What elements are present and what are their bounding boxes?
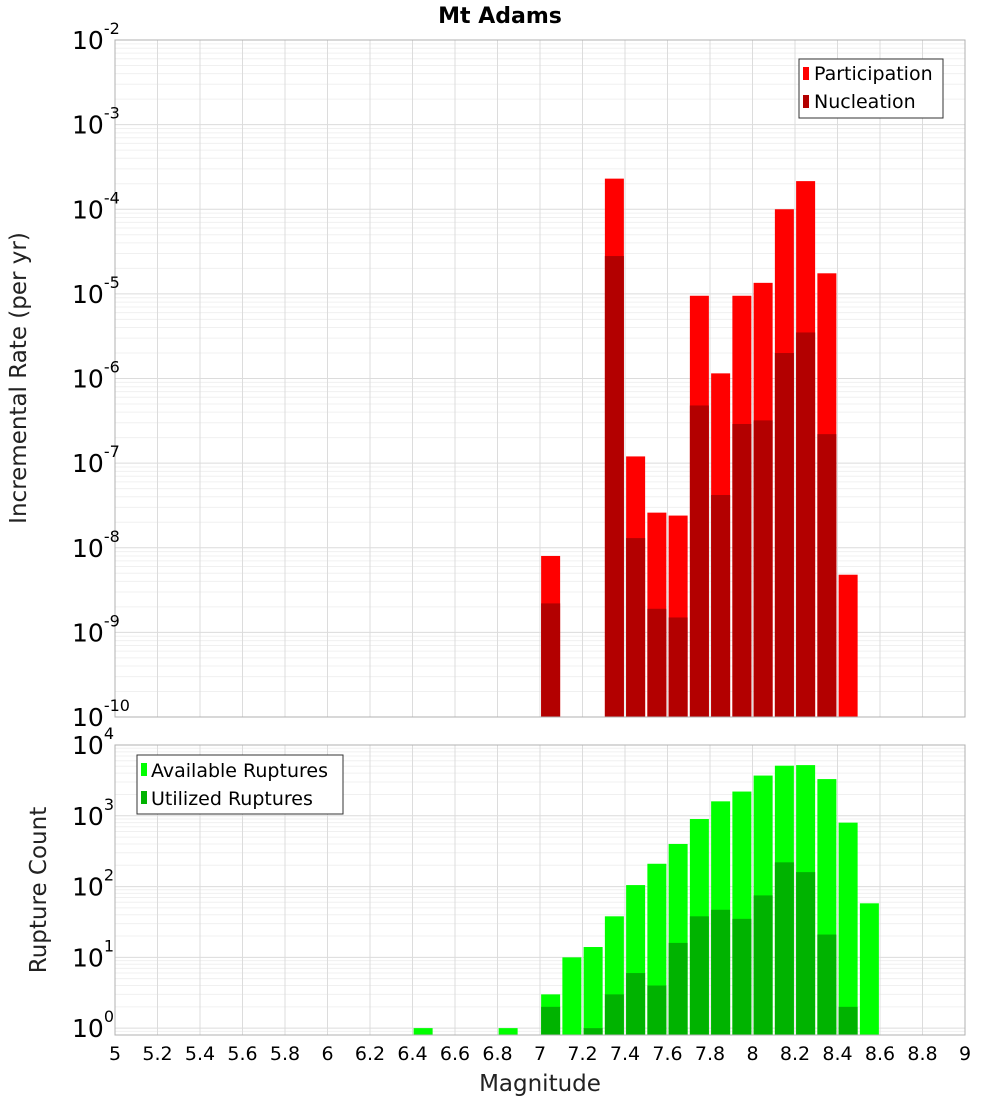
x-tick-label: 7 xyxy=(534,1043,546,1065)
utilized-ruptures-bar xyxy=(541,1006,561,1035)
available-ruptures-bar xyxy=(859,903,879,1035)
available-ruptures-bar xyxy=(838,822,858,1035)
chart-title: Mt Adams xyxy=(438,4,562,29)
available-ruptures-bar xyxy=(583,947,603,1035)
utilized-ruptures-bar xyxy=(711,909,731,1035)
nucleation-bar xyxy=(626,538,646,717)
nucleation-bar xyxy=(647,608,667,717)
y-tick-label: 101 xyxy=(72,936,114,972)
available-swatch xyxy=(141,763,147,776)
x-tick-label: 5.6 xyxy=(227,1043,257,1065)
x-tick-label: 5.4 xyxy=(185,1043,215,1065)
x-ticks: 5 5.2 5.4 5.6 5.8 6 6.2 6.4 6.6 6.8 7 7.2 7.4 7.6 7.8 8… xyxy=(109,1043,971,1065)
top-legend: Participation Nucleation xyxy=(798,58,944,119)
utilized-ruptures-bar xyxy=(668,942,688,1035)
x-tick-label: 5.8 xyxy=(270,1043,300,1065)
x-tick-label: 6.4 xyxy=(397,1043,427,1065)
x-tick-label: 6 xyxy=(321,1043,333,1065)
top-y-axis-label: Incremental Rate (per yr) xyxy=(6,232,32,524)
x-tick-label: 5.2 xyxy=(142,1043,172,1065)
nucleation-bar xyxy=(668,617,688,717)
nucleation-bar xyxy=(774,353,794,717)
utilized-ruptures-bar xyxy=(753,895,773,1035)
y-tick-label: 10-3 xyxy=(72,104,120,140)
x-tick-label: 8.4 xyxy=(822,1043,852,1065)
bottom-legend-box xyxy=(136,754,344,815)
top-plot-grid xyxy=(114,39,966,718)
y-tick-label: 102 xyxy=(72,866,114,902)
x-tick-label: 8.2 xyxy=(780,1043,810,1065)
nucleation-bar xyxy=(796,332,816,717)
y-tick-label: 10-6 xyxy=(72,358,120,394)
x-tick-label: 6.2 xyxy=(355,1043,385,1065)
y-tick-label: 10-4 xyxy=(72,188,120,224)
nucleation-bar xyxy=(817,434,837,717)
utilized-ruptures-bar xyxy=(626,973,646,1035)
x-tick-label: 9 xyxy=(959,1043,971,1065)
x-axis-label: Magnitude xyxy=(479,1071,601,1097)
top-plot-frame xyxy=(114,39,966,718)
x-tick-label: 6.6 xyxy=(440,1043,470,1065)
nucleation-swatch xyxy=(803,95,809,108)
y-tick-label: 10-2 xyxy=(72,19,120,55)
bottom-legend: Available Ruptures Utilized Ruptures xyxy=(136,754,344,815)
nucleation-bar xyxy=(753,420,773,717)
x-tick-label: 7.6 xyxy=(652,1043,682,1065)
nucleation-bar xyxy=(689,405,709,717)
utilized-swatch xyxy=(141,791,147,804)
legend-utilized: Utilized Ruptures xyxy=(151,788,313,810)
utilized-ruptures-bar xyxy=(689,916,709,1035)
bottom-y-axis-label: Rupture Count xyxy=(26,807,52,973)
y-tick-label: 10-9 xyxy=(72,611,120,647)
x-tick-label: 7.4 xyxy=(610,1043,640,1065)
utilized-ruptures-bar xyxy=(732,918,752,1035)
x-tick-label: 7.8 xyxy=(695,1043,725,1065)
legend-nucleation: Nucleation xyxy=(814,91,916,113)
available-ruptures-bar xyxy=(562,957,582,1035)
bottom-plot-frame xyxy=(114,744,966,1036)
x-tick-label: 8.8 xyxy=(907,1043,937,1065)
utilized-ruptures-bar xyxy=(604,994,624,1035)
utilized-ruptures-bar xyxy=(774,862,794,1035)
y-tick-label: 10-10 xyxy=(72,696,130,732)
top-legend-box xyxy=(798,58,944,119)
top-plot-bars xyxy=(541,178,858,717)
y-tick-label: 10-7 xyxy=(72,442,120,478)
nucleation-bar xyxy=(604,256,624,717)
y-tick-label: 10-8 xyxy=(72,527,120,563)
bottom-plot-bars xyxy=(413,765,879,1035)
nucleation-bar xyxy=(732,423,752,717)
utilized-ruptures-bar xyxy=(817,934,837,1035)
x-tick-label: 8 xyxy=(746,1043,758,1065)
x-tick-label: 8.6 xyxy=(865,1043,895,1065)
x-tick-label: 5 xyxy=(109,1043,121,1065)
x-tick-label: 7.2 xyxy=(567,1043,597,1065)
nucleation-bar xyxy=(711,495,731,717)
available-ruptures-bar xyxy=(413,1028,433,1035)
y-tick-label: 10-5 xyxy=(72,273,120,309)
utilized-ruptures-bar xyxy=(796,872,816,1035)
participation-swatch xyxy=(803,67,809,80)
y-tick-label: 103 xyxy=(72,795,114,831)
legend-participation: Participation xyxy=(814,63,933,85)
available-ruptures-bar xyxy=(498,1028,518,1035)
utilized-ruptures-bar xyxy=(583,1028,603,1035)
top-y-ticks: 10-10 10-9 10-8 10-7 10-6 10-5 10-4 10-3 10-2 xyxy=(72,19,130,732)
utilized-ruptures-bar xyxy=(647,985,667,1035)
legend-available: Available Ruptures xyxy=(151,760,328,782)
utilized-ruptures-bar xyxy=(838,1006,858,1035)
x-tick-label: 6.8 xyxy=(482,1043,512,1065)
y-tick-label: 100 xyxy=(72,1007,114,1043)
nucleation-bar xyxy=(541,603,561,717)
participation-bar xyxy=(838,574,858,717)
